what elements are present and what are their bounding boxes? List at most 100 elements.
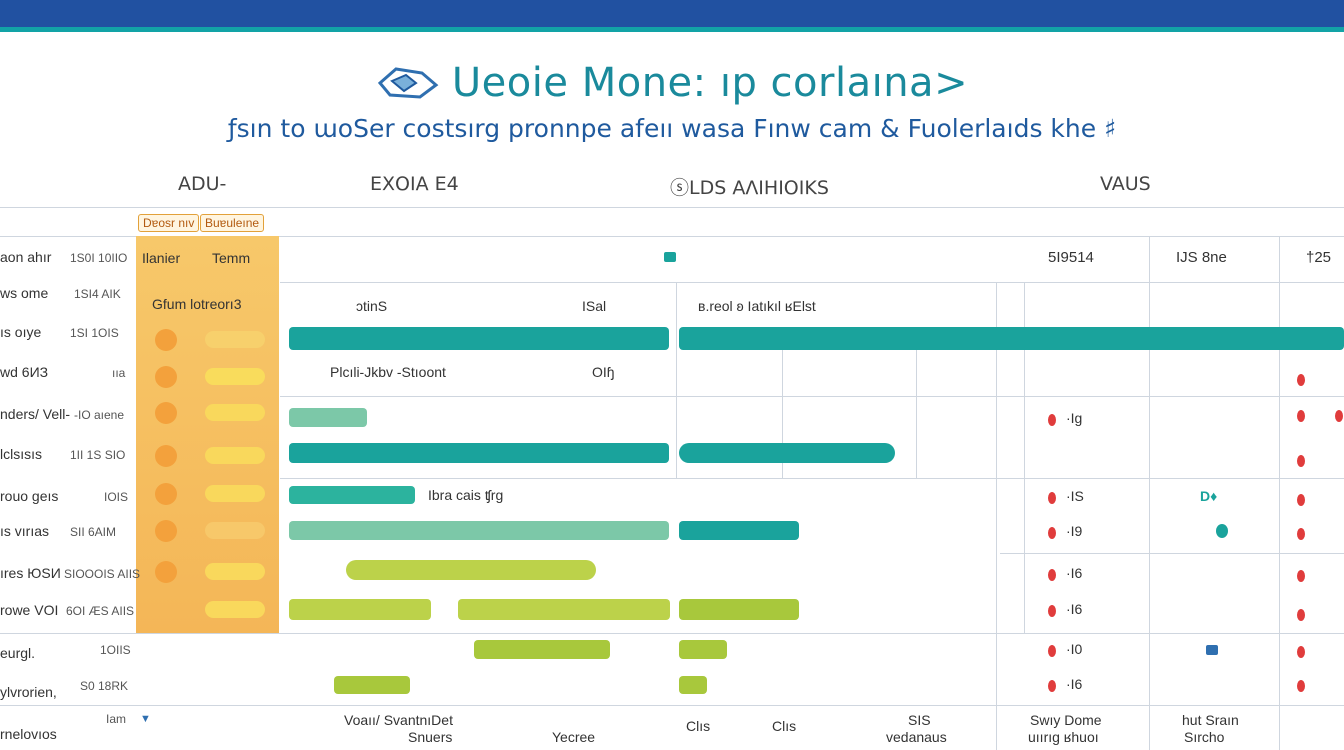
gantt-bar[interactable]: [679, 327, 1344, 350]
footer-text: Sırcho: [1184, 729, 1225, 745]
status-dot: [1216, 524, 1228, 538]
row-label: eurgl.: [0, 645, 36, 661]
row-label: rowe VOI: [0, 602, 59, 618]
gantt-bar[interactable]: [679, 676, 707, 694]
page-title: Ueoie Mone: ıp corlaına>: [451, 60, 969, 106]
orange-subheader: Gfum lotreorı3: [152, 296, 242, 312]
row-code: IOIS: [104, 490, 129, 504]
column-title-4: VAUS: [1100, 173, 1151, 195]
row-code: 1OIIS: [100, 643, 131, 657]
status-dot: [1297, 374, 1305, 386]
column-title-2: ЕΧΟΙΑ Ε4: [370, 173, 459, 195]
footer-text: hut Sraın: [1182, 712, 1239, 728]
gantt-bar[interactable]: [679, 521, 799, 540]
top-value: 5I9514: [1048, 249, 1094, 266]
status-pill: [205, 447, 265, 464]
status-pill: [205, 368, 265, 385]
footer-text: Voaıı/ SvantnıDet: [344, 712, 453, 728]
footer-text: SIS: [908, 712, 931, 728]
gantt-bar[interactable]: [679, 443, 895, 463]
gantt-bar[interactable]: [458, 599, 670, 620]
status-icon: [155, 402, 177, 424]
legend-tag: Buɐuleıne: [200, 214, 265, 232]
status-dot: [1297, 455, 1305, 467]
cell-value: D♦: [1200, 488, 1218, 504]
footer-text: Swıy Dome: [1030, 712, 1102, 728]
row-code: SIOOOIS AIIS: [64, 567, 141, 581]
status-icon: [155, 520, 177, 542]
status-dot: [1297, 570, 1305, 582]
gantt-bar[interactable]: [289, 408, 367, 427]
status-pill: [205, 404, 265, 421]
status-pill: [205, 485, 265, 502]
status-dot: [1297, 410, 1305, 422]
title-row: Ueoie Mone: ıp corlaına>: [0, 58, 1344, 108]
gantt-bar[interactable]: [289, 599, 431, 620]
status-dot: [1297, 609, 1305, 621]
gantt-bar[interactable]: [346, 560, 596, 580]
section-label: Ibra cais ʧrg: [428, 487, 504, 503]
status-dot: [1297, 528, 1305, 540]
footer-text: Snuers: [408, 729, 453, 745]
row-code: 1SI4 AIK: [74, 287, 121, 301]
grid-line: [1024, 282, 1025, 633]
cell-value: ·I6: [1066, 565, 1083, 581]
row-code: 1II 1S SIO: [70, 448, 126, 462]
status-pill: [205, 522, 265, 539]
chevron-down-icon[interactable]: ▼: [140, 713, 151, 725]
row-label: aon ahır: [0, 249, 52, 265]
status-icon: [155, 483, 177, 505]
gantt-bar[interactable]: [679, 640, 727, 659]
grid-line: [1279, 236, 1280, 750]
page-subtitle: ƒsın to ɯoSer costsırg pronnpe afeıı was…: [227, 114, 1117, 143]
grid-line: [996, 282, 997, 750]
status-dot: [1048, 569, 1056, 581]
status-dot: [1297, 646, 1305, 658]
gantt-bar[interactable]: [474, 640, 610, 659]
footer-text: vedanaus: [886, 729, 947, 745]
section-label: ʙ.reol ʚ Iatıkıl ʁElst: [698, 298, 816, 314]
status-dot: [1297, 494, 1305, 506]
orange-header-left: Ilanier: [142, 250, 181, 266]
status-dot: [1048, 527, 1056, 539]
row-code: -IO aıene: [74, 408, 125, 422]
grid-line: [676, 282, 677, 478]
row-code: 6OI ÆS AIIS: [66, 604, 135, 618]
gantt-bar[interactable]: [679, 599, 799, 620]
gantt-bar[interactable]: [289, 486, 415, 504]
status-dot: [1048, 680, 1056, 692]
cell-value: ·Ig: [1066, 410, 1083, 426]
row-code: Iam: [106, 712, 127, 726]
row-label: rouo ɡeıs: [0, 488, 59, 504]
row-label: wd 6ИЗ: [0, 364, 49, 380]
legend-tag: Dɐosr nıv: [138, 214, 200, 232]
status-dot: [1048, 605, 1056, 617]
gantt-bar[interactable]: [289, 443, 669, 463]
cell-value: ·I0: [1066, 641, 1083, 657]
status-pill: [205, 601, 265, 618]
orange-column-header: Dɐosr nıv Buɐuleıne: [136, 210, 279, 237]
row-label: ıs oıye: [0, 324, 42, 340]
row-label: ıs vırıas: [0, 523, 50, 539]
status-icon: [155, 445, 177, 467]
row-code: 1S0I 10IIO: [70, 251, 128, 265]
status-pill: [205, 563, 265, 580]
status-icon: [155, 329, 177, 351]
row-code: ııa: [112, 366, 126, 380]
cell-value: ·I6: [1066, 676, 1083, 692]
row-label: ws ome: [0, 285, 49, 301]
status-icon: [155, 561, 177, 583]
status-dot: [1335, 410, 1343, 422]
gantt-bar[interactable]: [334, 676, 410, 694]
status-dot: [1206, 645, 1218, 655]
row-label: ıres ЮSИ: [0, 565, 61, 581]
grid-line: [782, 350, 783, 478]
gantt-bar[interactable]: [289, 521, 669, 540]
footer-text: Clıs: [686, 718, 711, 734]
row-label: lclsısıs: [0, 446, 42, 462]
section-label: OIɧ: [592, 364, 615, 380]
indicator-icon: [664, 252, 676, 262]
orange-header-right: Temm: [212, 250, 251, 266]
status-dot: [1048, 414, 1056, 426]
gantt-bar[interactable]: [289, 327, 669, 350]
